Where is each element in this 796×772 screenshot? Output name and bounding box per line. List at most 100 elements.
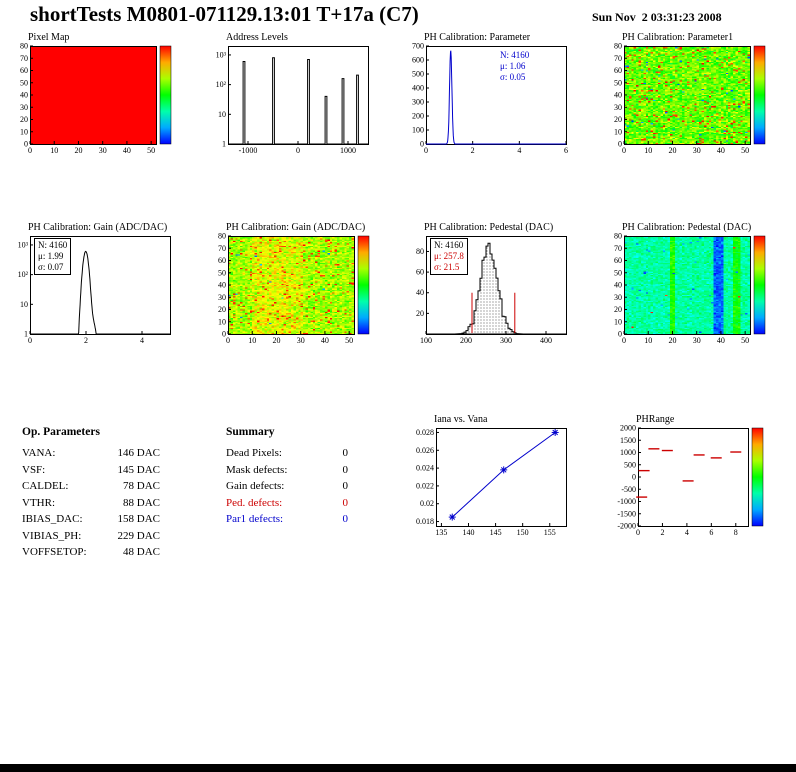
op-parameters-heading: Op. Parameters [22, 426, 100, 438]
chart-phrange: PHRange 0 2 4 6 8 -2000 -1500 -1000 -500 0 500 1000… [600, 412, 792, 546]
svg-text:30: 30 [614, 103, 622, 112]
svg-text:155: 155 [544, 528, 556, 537]
svg-text:10: 10 [20, 300, 28, 309]
stat-sigma: σ: 0.05 [500, 72, 526, 82]
svg-text:0: 0 [632, 473, 636, 482]
svg-text:50: 50 [20, 78, 28, 87]
param-row: IBIAS_DAC: 158 DAC [22, 511, 160, 528]
svg-text:20: 20 [272, 336, 280, 345]
svg-text:0: 0 [622, 146, 626, 155]
plot-c7: 0 10 20 30 40 50 0 10 20 30 40 50 60 70 80 [614, 232, 766, 345]
chart-title: PH Calibration: Pedestal (DAC) [622, 222, 752, 233]
svg-text:0.026: 0.026 [416, 446, 434, 455]
svg-text:80: 80 [614, 232, 622, 241]
svg-text:8: 8 [734, 528, 738, 537]
svg-text:0: 0 [424, 146, 428, 155]
param-value: 48 DAC [123, 546, 160, 558]
svg-text:40: 40 [20, 91, 28, 100]
svg-text:10: 10 [614, 317, 622, 326]
svg-text:50: 50 [614, 268, 622, 277]
heatmap-c3 [624, 46, 750, 144]
svg-text:30: 30 [614, 293, 622, 302]
svg-text:30: 30 [693, 336, 701, 345]
svg-text:0: 0 [618, 140, 622, 149]
svg-text:10: 10 [50, 146, 58, 155]
svg-text:50: 50 [345, 336, 353, 345]
plot-c1: -1000 0 1000 1 10 10² 10³ [216, 46, 369, 155]
svg-text:0.024: 0.024 [416, 464, 434, 473]
svg-text:0.02: 0.02 [420, 499, 434, 508]
svg-text:0: 0 [618, 330, 622, 339]
svg-text:20: 20 [20, 115, 28, 124]
svg-text:60: 60 [614, 66, 622, 75]
stat-sigma: σ: 21.5 [434, 262, 460, 272]
svg-text:30: 30 [218, 293, 226, 302]
svg-text:0: 0 [28, 146, 32, 155]
svg-text:1000: 1000 [340, 146, 356, 155]
svg-text:10³: 10³ [18, 240, 29, 249]
summary-row-ped-defects: Ped. defects: 0 [226, 495, 348, 512]
plot-c3: 0 10 20 30 40 50 0 10 20 30 40 50 60 70 80 [614, 42, 766, 155]
svg-text:4: 4 [685, 528, 689, 537]
svg-text:70: 70 [614, 54, 622, 63]
svg-text:50: 50 [614, 78, 622, 87]
chart-title: Address Levels [226, 32, 288, 43]
heatmap-c7 [624, 236, 750, 334]
svg-text:-1000: -1000 [239, 146, 258, 155]
svg-text:500: 500 [624, 460, 636, 469]
svg-text:50: 50 [741, 336, 749, 345]
param-row: VOFFSETOP: 48 DAC [22, 544, 160, 561]
svg-text:40: 40 [717, 146, 725, 155]
chart-title: Pixel Map [28, 32, 70, 43]
svg-text:30: 30 [20, 103, 28, 112]
param-label: VTHR: [22, 496, 55, 509]
summary-value: 0 [342, 463, 349, 476]
svg-text:-500: -500 [621, 485, 636, 494]
stat-mean: μ: 1.99 [38, 251, 64, 261]
summary-value: 0 [342, 496, 349, 509]
svg-text:40: 40 [614, 281, 622, 290]
stat-entries: N: 4160 [38, 240, 68, 250]
svg-text:600: 600 [412, 56, 424, 65]
chart-title: PH Calibration: Pedestal (DAC) [424, 222, 554, 233]
svg-text:0: 0 [420, 140, 424, 149]
chart-ph-calibration-parameter1-map: PH Calibration: Parameter1 0 10 20 30 40 50 0 1… [600, 30, 792, 164]
chart-title: PHRange [636, 414, 675, 425]
svg-text:300: 300 [412, 98, 424, 107]
svg-text:6: 6 [709, 528, 713, 537]
svg-text:2000: 2000 [620, 424, 636, 433]
svg-text:1500: 1500 [620, 436, 636, 445]
svg-text:100: 100 [420, 336, 432, 345]
svg-text:0: 0 [28, 336, 32, 345]
svg-text:135: 135 [435, 528, 447, 537]
svg-text:50: 50 [218, 268, 226, 277]
stats-box: N: 4160 μ: 257.8 σ: 21.5 [430, 238, 468, 275]
svg-text:80: 80 [20, 42, 28, 51]
svg-text:20: 20 [668, 336, 676, 345]
summary-row-par1-defects: Par1 defects: 0 [226, 511, 348, 528]
summary-value: 0 [342, 447, 349, 459]
chart-pedestal-map: PH Calibration: Pedestal (DAC) 0 10 20 30 40… [600, 220, 792, 354]
param-label: CALDEL: [22, 480, 69, 492]
svg-text:30: 30 [693, 146, 701, 155]
svg-text:10: 10 [218, 317, 226, 326]
chart-title: PH Calibration: Gain (ADC/DAC) [226, 222, 366, 233]
param-value: 78 DAC [123, 480, 160, 492]
svg-text:60: 60 [614, 256, 622, 265]
chart-pedestal-histogram: PH Calibration: Pedestal (DAC) N: 4160 μ… [402, 220, 594, 354]
svg-text:200: 200 [412, 112, 424, 121]
param-row: VIBIAS_PH: 229 DAC [22, 528, 160, 545]
timestamp: Sun Nov 2 03:31:23 2008 [592, 10, 722, 24]
svg-text:40: 40 [321, 336, 329, 345]
svg-text:50: 50 [147, 146, 155, 155]
svg-text:30: 30 [99, 146, 107, 155]
plot-c8: 135 140 145 150 155 0.018 0.02 0.022 0.024 0.026 0… [416, 428, 567, 537]
svg-text:100: 100 [412, 126, 424, 135]
param-row: VTHR: 88 DAC [22, 495, 160, 512]
svg-text:70: 70 [218, 244, 226, 253]
svg-text:140: 140 [463, 528, 475, 537]
svg-text:0: 0 [222, 330, 226, 339]
svg-text:40: 40 [717, 336, 725, 345]
chart-address-levels: Address Levels -1000 0 1000 1 10 10² 10³ [204, 30, 396, 164]
svg-text:0: 0 [296, 146, 300, 155]
